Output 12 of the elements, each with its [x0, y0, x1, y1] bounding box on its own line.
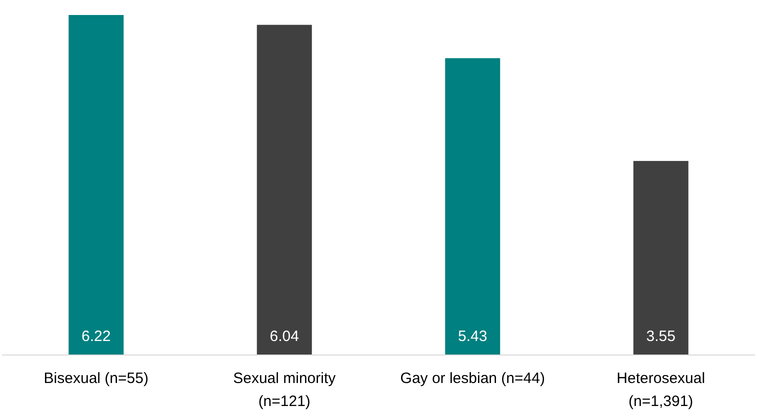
x-tick-label: Sexual minority (n=121) — [233, 370, 336, 410]
x-tick-label: Heterosexual (n=1,391) — [616, 370, 706, 410]
data-label: 5.43 — [458, 328, 488, 345]
bar — [633, 160, 688, 355]
data-label: 3.55 — [646, 328, 676, 345]
bar — [445, 58, 500, 355]
bar — [256, 24, 312, 355]
bar — [68, 15, 124, 355]
data-label: 6.22 — [82, 328, 111, 345]
x-tick-label: Bisexual (n=55) — [44, 370, 148, 387]
data-label: 6.04 — [270, 328, 299, 345]
x-tick-label: Gay or lesbian (n=44) — [400, 370, 545, 387]
